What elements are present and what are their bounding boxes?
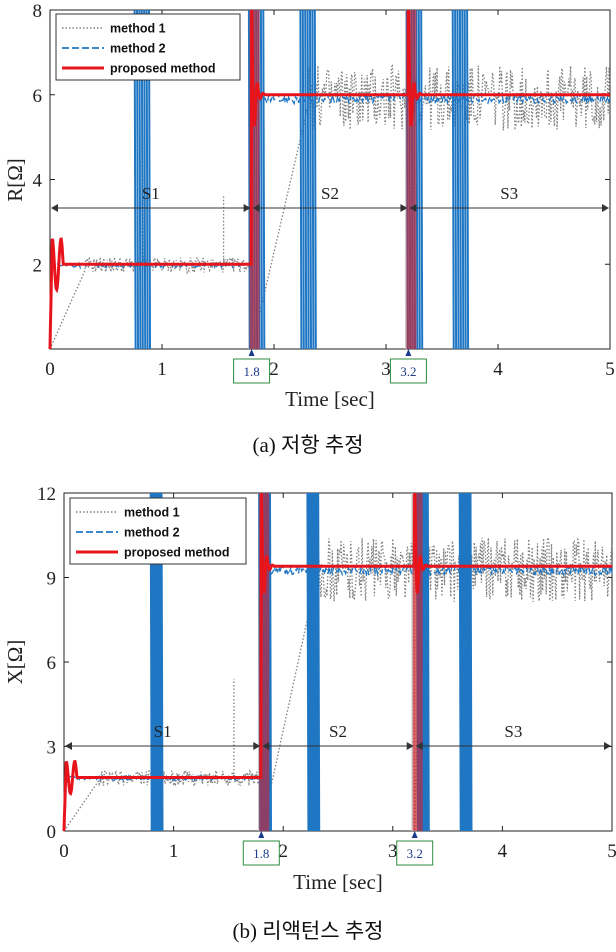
segment-label: S1 — [154, 722, 172, 741]
marker-label: 1.8 — [243, 364, 259, 379]
segment-label: S2 — [321, 184, 339, 203]
segment-arrow-head — [406, 742, 414, 750]
segment-arrow-head — [415, 742, 423, 750]
legend-entry: method 2 — [110, 42, 166, 56]
segment-label: S2 — [329, 722, 347, 741]
y-tick-label: 6 — [47, 653, 57, 674]
marker-label: 3.2 — [400, 364, 416, 379]
segment-arrow-head — [243, 204, 251, 212]
segment-label: S3 — [500, 184, 518, 203]
x-axis-label: Time [sec] — [293, 870, 383, 894]
x-tick-label: 2 — [269, 359, 279, 380]
y-tick-label: 8 — [33, 1, 43, 22]
x-tick-label: 1 — [169, 841, 179, 862]
x-axis-label: Time [sec] — [285, 387, 375, 411]
series-method-2-spike — [299, 9, 317, 350]
marker-label: 3.2 — [407, 846, 423, 861]
marker-arrow — [411, 831, 418, 838]
marker-label: 1.8 — [253, 846, 269, 861]
segment-arrow-head — [51, 204, 58, 212]
series-method-2-spike — [458, 492, 473, 832]
segment-arrow-head — [262, 742, 270, 750]
x-tick-label: 4 — [493, 359, 503, 380]
chart-caption: (b) 리액턴스 추정 — [233, 919, 384, 943]
x-tick-label: 3 — [388, 841, 398, 862]
x-tick-label: 0 — [45, 359, 55, 380]
series-proposed-method — [48, 9, 610, 350]
y-tick-label: 6 — [33, 86, 43, 107]
legend-entry: method 1 — [110, 22, 166, 36]
y-axis-label: R[Ω] — [3, 158, 27, 202]
chart-caption: (a) 저항 추정 — [252, 433, 363, 457]
x-tick-label: 3 — [381, 359, 391, 380]
legend-entry: method 1 — [124, 506, 180, 520]
marker-arrow — [405, 349, 412, 356]
marker-box — [389, 358, 427, 384]
series-proposed-transition — [259, 493, 270, 831]
segment-arrow-head — [602, 204, 609, 212]
y-tick-label: 4 — [33, 171, 43, 192]
segment-arrow-head — [409, 204, 417, 212]
x-tick-label: 1 — [157, 359, 167, 380]
y-tick-label: 3 — [47, 738, 57, 759]
series-method-2-spike — [306, 492, 321, 832]
series-method-2-spike — [149, 492, 164, 832]
segment-arrow-head — [65, 742, 72, 750]
series-proposed-method — [62, 492, 612, 832]
y-tick-label: 2 — [33, 255, 43, 276]
series-method-2 — [49, 91, 611, 270]
series-method-2 — [63, 563, 613, 783]
series-proposed-transition — [406, 10, 417, 349]
y-axis-label: X[Ω] — [3, 640, 27, 685]
segment-arrow-head — [252, 204, 260, 212]
marker-arrow — [248, 349, 255, 356]
segment-arrow-head — [604, 742, 611, 750]
segment-label: S1 — [142, 184, 160, 203]
marker-box — [396, 840, 434, 866]
legend-entry: method 2 — [124, 526, 180, 540]
marker-box — [233, 358, 271, 384]
series-method-2-spike — [133, 9, 151, 350]
x-tick-label: 4 — [498, 841, 508, 862]
chart-panel-a: 0 1 2 3 4 5 2 4 6 8 S1 S2 S3 1.8 3.2 method 1 method 2… — [3, 1, 615, 457]
segment-arrow-head — [400, 204, 408, 212]
x-tick-label: 5 — [605, 359, 615, 380]
x-tick-label: 0 — [59, 841, 69, 862]
series-proposed-transition — [249, 10, 260, 349]
legend-entry: proposed method — [124, 546, 230, 560]
series-method-2-spike — [451, 9, 470, 350]
y-tick-label: 9 — [47, 569, 57, 590]
marker-arrow — [258, 831, 265, 838]
y-tick-label: 12 — [37, 484, 56, 505]
y-tick-label: 0 — [47, 822, 57, 843]
x-tick-label: 5 — [607, 841, 616, 862]
segment-label: S3 — [504, 722, 522, 741]
legend-entry: proposed method — [110, 62, 216, 76]
marker-box — [242, 840, 280, 866]
series-proposed-transition — [412, 493, 423, 831]
segment-arrow-head — [253, 742, 261, 750]
x-tick-label: 2 — [278, 841, 288, 862]
